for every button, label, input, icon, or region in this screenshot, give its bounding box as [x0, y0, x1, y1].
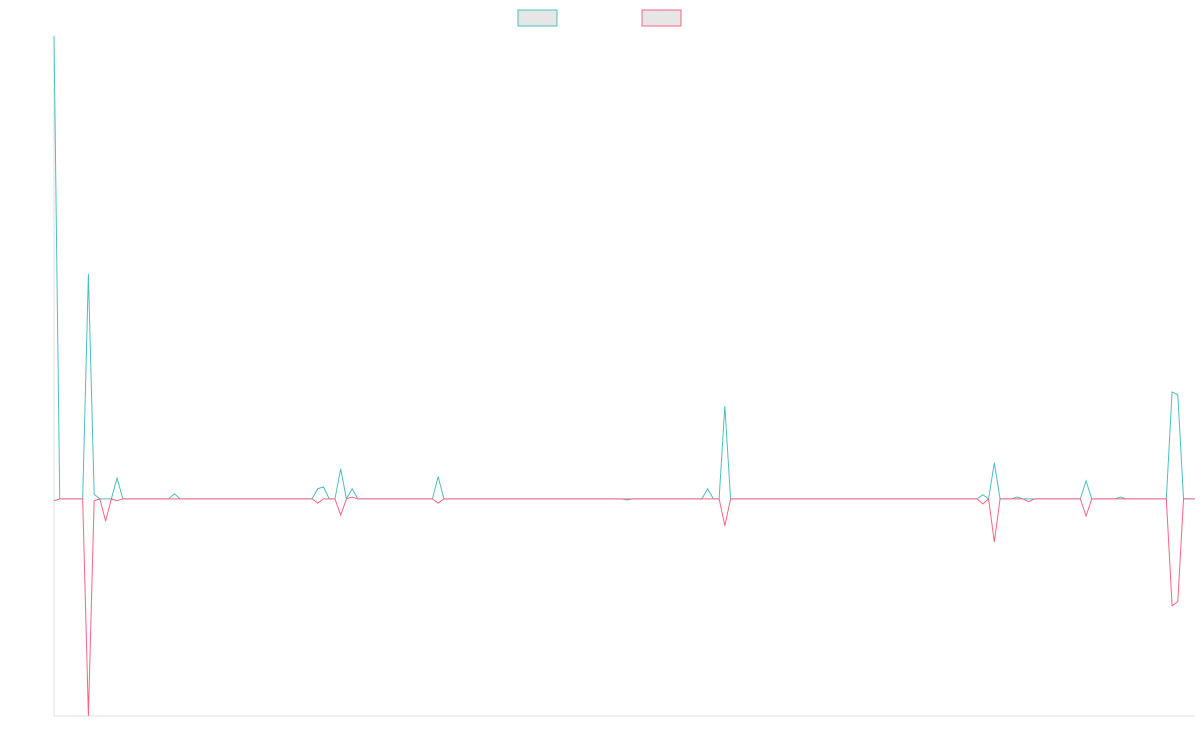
series-line — [53, 35, 1195, 501]
legend-swatch[interactable] — [517, 9, 558, 27]
series-line — [53, 496, 1195, 717]
legend-swatch[interactable] — [641, 9, 682, 27]
